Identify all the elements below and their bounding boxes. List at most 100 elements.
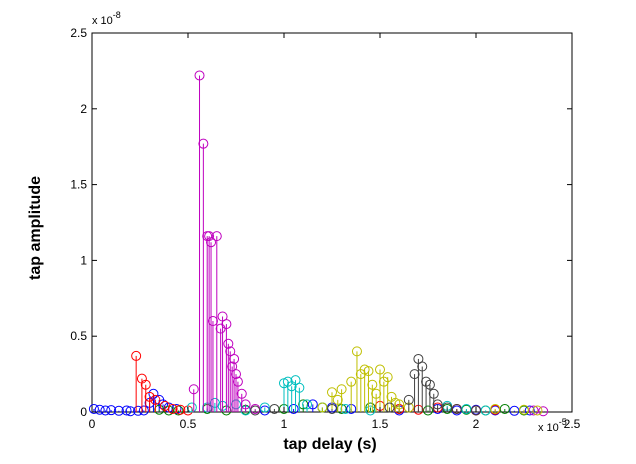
stem-marker <box>171 403 182 414</box>
stem-marker <box>121 405 132 416</box>
y-axis-exponent: x 10-8 <box>92 10 121 27</box>
stem-marker <box>327 387 337 398</box>
stem-marker <box>100 405 111 416</box>
stem-marker <box>259 402 270 413</box>
stem-marker <box>167 403 178 414</box>
stem-marker <box>207 316 218 327</box>
stem-marker <box>294 382 305 393</box>
stem-marker <box>346 376 357 387</box>
stem-marker <box>113 405 124 416</box>
stem-marker <box>490 403 501 414</box>
stem-marker <box>519 404 529 415</box>
stem-marker <box>327 403 337 414</box>
stem-marker <box>229 353 240 364</box>
stem-marker <box>175 404 186 415</box>
stem-marker <box>367 379 378 390</box>
stem-marker <box>538 406 549 417</box>
stem-marker <box>131 350 142 361</box>
stem-marker <box>138 405 149 416</box>
stem-marker <box>375 364 385 375</box>
y-axis-label: tap amplitude <box>27 176 44 280</box>
axis-ticks: 0 0.5 1 1.5 2 2.5 0 0.5 1 1.5 2 2.5 <box>70 26 580 431</box>
x-tick-label: 1.5 <box>372 417 389 431</box>
y-tick-label: 0 <box>80 405 87 419</box>
x-tick-label: 2.5 <box>564 417 581 431</box>
stem-marker <box>140 379 151 390</box>
stem-marker <box>231 369 241 380</box>
stem-marker <box>332 394 343 405</box>
x-axis-label: tap delay (s) <box>283 436 376 453</box>
y-tick-label: 0.5 <box>70 329 87 343</box>
stem-marker <box>317 402 328 413</box>
x-axis-exponent-base: x 10 <box>538 422 559 434</box>
plot-area: 0 0.5 1 1.5 2 2.5 0 0.5 1 1.5 2 2.5 <box>70 26 580 431</box>
stem-series-7 <box>250 353 481 416</box>
stem-marker <box>461 403 472 414</box>
stem-marker <box>442 402 453 413</box>
stem-marker <box>307 399 318 410</box>
y-tick-label: 1.5 <box>70 178 87 192</box>
stem-marker <box>480 405 491 416</box>
stem-marker <box>423 405 433 416</box>
stem-marker <box>351 346 362 357</box>
stem-marker <box>524 405 535 416</box>
stem-marker <box>382 372 393 383</box>
stem-marker <box>94 404 105 415</box>
stem-marker <box>417 361 428 372</box>
stem-marker <box>221 319 232 330</box>
stem-marker <box>269 403 280 414</box>
stem-series-5 <box>188 70 549 417</box>
stem-marker <box>432 399 443 410</box>
stem-marker <box>88 403 99 414</box>
stem-marker <box>451 403 462 414</box>
stem-marker <box>204 231 215 242</box>
stem-marker <box>125 406 136 417</box>
axes-box <box>91 32 573 413</box>
stem-marker <box>186 402 197 413</box>
stem-marker <box>158 399 169 410</box>
x-tick-label: 0.5 <box>180 417 197 431</box>
y-tick-label: 2.5 <box>70 26 87 40</box>
stem-marker <box>471 405 481 416</box>
stem-series-6 <box>317 346 543 416</box>
stem-marker <box>194 70 205 81</box>
stem-marker <box>259 405 270 416</box>
y-tick-label: 2 <box>80 102 87 116</box>
stem-marker <box>363 366 374 377</box>
x-tick-label: 2 <box>473 417 480 431</box>
stem-marker <box>428 388 439 399</box>
x-tick-label: 1 <box>281 417 288 431</box>
stem-marker <box>206 237 217 248</box>
stem-marker <box>394 399 405 410</box>
stem-series-group <box>88 70 549 417</box>
stem-marker <box>154 404 165 415</box>
stem-marker <box>250 405 261 416</box>
stem-marker <box>288 403 299 414</box>
x-axis-exponent-power: -5 <box>559 417 567 427</box>
stem-marker <box>106 405 117 416</box>
stem-marker <box>499 403 510 414</box>
stem-marker <box>532 405 543 416</box>
y-axis-exponent-power: -8 <box>113 10 121 20</box>
x-axis-exponent: x 10-5 <box>538 417 567 434</box>
x-tick-label: 0 <box>89 417 96 431</box>
stem-marker <box>198 138 209 149</box>
stem-marker <box>336 384 347 395</box>
stem-marker <box>340 403 351 414</box>
stem-marker <box>424 379 435 390</box>
stem-marker <box>365 405 376 416</box>
stem-marker <box>150 394 161 405</box>
stem-marker <box>133 405 144 416</box>
stem-marker <box>384 402 395 413</box>
y-axis-exponent-base: x 10 <box>92 15 113 27</box>
stem-marker <box>409 369 420 380</box>
stem-marker <box>188 384 199 395</box>
stem-marker <box>528 405 539 416</box>
stem-marker <box>144 391 155 402</box>
stem-marker <box>240 399 251 410</box>
stem-marker <box>302 399 313 410</box>
y-tick-label: 1 <box>80 253 87 267</box>
stem-marker <box>223 338 234 349</box>
stem-marker <box>298 399 309 410</box>
